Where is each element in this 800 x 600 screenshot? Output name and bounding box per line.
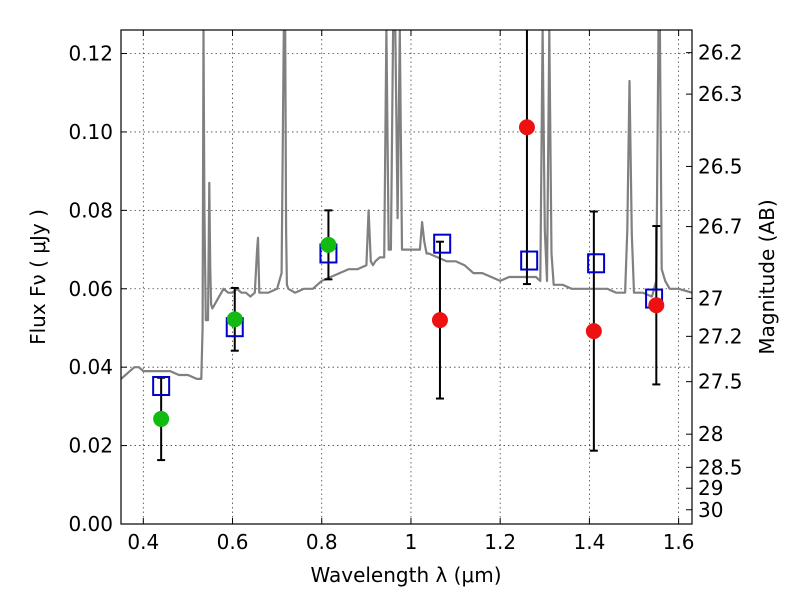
spectrum-line [121, 30, 692, 380]
axes: 0.4 0.6 0.8 1 1.2 1.4 1.6 0.00 0.02 0.04 0.06 0.08 0… [68, 30, 743, 554]
y2-tick-label: 26.2 [698, 41, 743, 65]
plot-area [121, 30, 692, 462]
y-tick-label: 0.08 [68, 198, 113, 222]
model-point [152, 375, 171, 396]
y2-tick-label: 28.5 [698, 455, 743, 479]
x-axis-title: Wavelength λ (μm) [310, 563, 501, 587]
nir-point [585, 323, 602, 340]
y-tick-label: 0.12 [68, 42, 113, 66]
y2-tick-label: 27 [698, 286, 723, 310]
optical-point [320, 236, 337, 253]
x-tick-label: 0.4 [127, 530, 159, 554]
x-tick-label: 0.8 [306, 530, 338, 554]
y-tick-label: 0.10 [68, 120, 113, 144]
y2-tick-label: 27.2 [698, 324, 743, 348]
optical-point [226, 311, 243, 328]
y2-tick-label: 26.3 [698, 82, 743, 106]
x-tick-label: 1.6 [663, 530, 695, 554]
nir-point [648, 297, 665, 314]
x-tick-label: 1.2 [484, 530, 516, 554]
y-tick-label: 0.00 [68, 512, 113, 536]
plot-frame [120, 29, 693, 525]
y2-tick-label: 29 [698, 476, 723, 500]
x-tick-label: 1.4 [573, 530, 605, 554]
model-point [433, 233, 452, 254]
y2-axis-title: Magnitude (AB) [755, 199, 779, 354]
y-axis-title: Flux Fν ( μJy ) [26, 209, 50, 345]
model-point [520, 250, 539, 271]
grid [121, 30, 692, 525]
y2-tick-label: 27.5 [698, 370, 743, 394]
nir-point [518, 119, 535, 136]
y2-tick-label: 28 [698, 422, 723, 446]
optical-point [153, 410, 170, 427]
y-tick-label: 0.04 [68, 355, 113, 379]
model-point [587, 253, 606, 274]
y-tick-label: 0.02 [68, 434, 113, 458]
y-tick-label: 0.06 [68, 277, 113, 301]
nir-point [431, 312, 448, 329]
y2-tick-label: 26.7 [698, 215, 743, 239]
y2-tick-label: 26.5 [698, 154, 743, 178]
y2-tick-label: 30 [698, 498, 723, 522]
x-tick-label: 1 [405, 530, 418, 554]
x-tick-label: 0.6 [217, 530, 249, 554]
